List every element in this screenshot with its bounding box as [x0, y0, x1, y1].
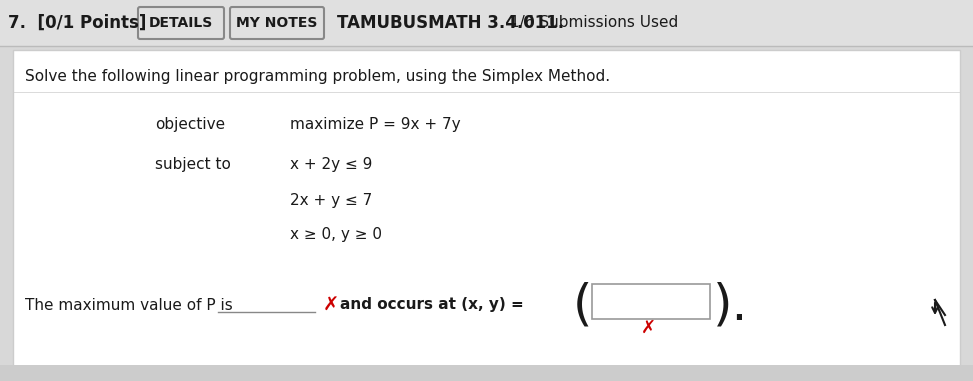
FancyBboxPatch shape [0, 365, 973, 381]
Text: 2x + y ≤ 7: 2x + y ≤ 7 [290, 192, 373, 208]
Text: 1/6 Submissions Used: 1/6 Submissions Used [510, 16, 678, 30]
Text: ✗: ✗ [640, 319, 656, 337]
Text: objective: objective [155, 117, 225, 133]
Text: Solve the following linear programming problem, using the Simplex Method.: Solve the following linear programming p… [25, 69, 610, 85]
FancyBboxPatch shape [0, 0, 973, 46]
Text: (: ( [573, 282, 593, 330]
Text: subject to: subject to [155, 157, 231, 173]
Text: x + 2y ≤ 9: x + 2y ≤ 9 [290, 157, 373, 173]
Text: x ≥ 0, y ≥ 0: x ≥ 0, y ≥ 0 [290, 227, 382, 242]
Text: maximize P = 9x + 7y: maximize P = 9x + 7y [290, 117, 460, 133]
FancyBboxPatch shape [592, 284, 710, 319]
Text: TAMUBUSMATH 3.4.011.: TAMUBUSMATH 3.4.011. [337, 14, 564, 32]
Text: ).: ). [713, 282, 748, 330]
FancyBboxPatch shape [138, 7, 224, 39]
Text: MY NOTES: MY NOTES [236, 16, 318, 30]
Text: and occurs at (x, y) =: and occurs at (x, y) = [340, 298, 523, 312]
Text: ✗: ✗ [323, 296, 340, 314]
FancyBboxPatch shape [13, 50, 960, 368]
Text: 7.  [0/1 Points]: 7. [0/1 Points] [8, 14, 146, 32]
FancyBboxPatch shape [230, 7, 324, 39]
Text: DETAILS: DETAILS [149, 16, 213, 30]
Text: The maximum value of P is: The maximum value of P is [25, 298, 233, 312]
